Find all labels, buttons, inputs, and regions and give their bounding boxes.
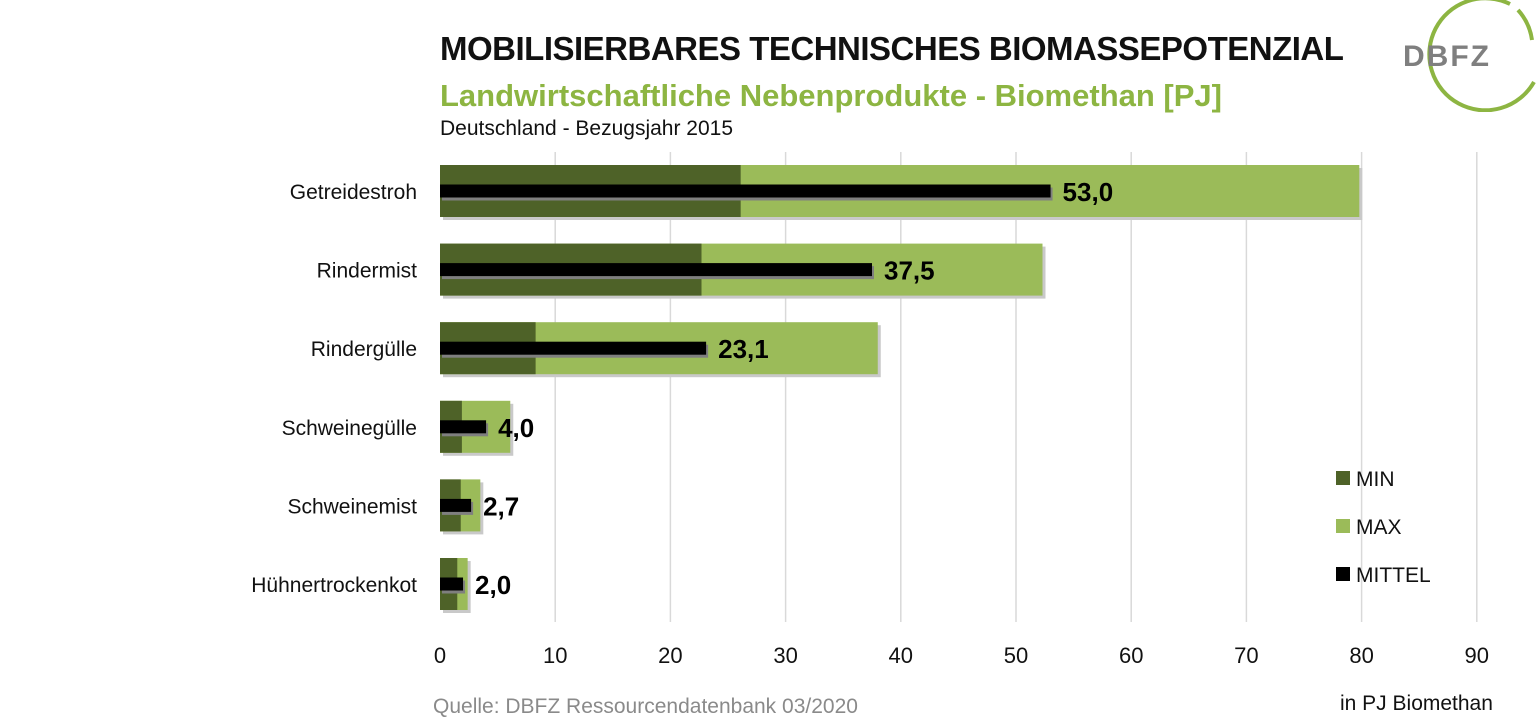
category-label: Rindergülle bbox=[311, 338, 417, 361]
legend-swatch bbox=[1336, 519, 1350, 533]
category-label: Getreidestroh bbox=[290, 181, 417, 204]
x-tick-label: 10 bbox=[543, 643, 567, 668]
category-label: Rindermist bbox=[317, 260, 418, 283]
bar-mittel bbox=[440, 184, 1051, 198]
bar-mittel bbox=[440, 498, 472, 512]
logo-text: DBFZ bbox=[1403, 40, 1491, 73]
x-tick-label: 50 bbox=[1004, 643, 1028, 668]
category-label: Hühnertrockenkot bbox=[251, 574, 417, 597]
dbfz-logo: DBFZ bbox=[1403, 0, 1536, 112]
x-tick-label: 90 bbox=[1465, 643, 1489, 668]
legend-label: MAX bbox=[1356, 516, 1402, 539]
legend-label: MIN bbox=[1356, 468, 1395, 491]
data-label: 2,7 bbox=[483, 491, 519, 521]
chart-region-label: Deutschland - Bezugsjahr 2015 bbox=[440, 117, 734, 140]
x-axis-ticks: 0 10 20 30 40 50 60 70 80 90 bbox=[434, 643, 1489, 668]
category-label: Schweinegülle bbox=[282, 417, 417, 440]
legend-label: MITTEL bbox=[1356, 564, 1431, 587]
chart-title: MOBILISIERBARES TECHNISCHES BIOMASSEPOTE… bbox=[440, 30, 1344, 67]
data-label: 37,5 bbox=[884, 256, 935, 286]
bar-mittel bbox=[440, 577, 464, 591]
legend-swatch bbox=[1336, 567, 1350, 581]
x-tick-label: 70 bbox=[1234, 643, 1258, 668]
gridlines bbox=[554, 152, 1478, 622]
x-tick-label: 0 bbox=[434, 643, 446, 668]
bars: 53,0 37,5 23,1 4,0 2,7 2,0 bbox=[440, 165, 1363, 613]
legend-swatch bbox=[1336, 471, 1350, 485]
x-tick-label: 20 bbox=[658, 643, 682, 668]
bar-mittel bbox=[440, 341, 707, 355]
legend: MIN MAX MITTEL bbox=[1336, 468, 1431, 587]
x-tick-label: 60 bbox=[1119, 643, 1143, 668]
category-label: Schweinemist bbox=[287, 495, 417, 518]
x-tick-label: 40 bbox=[889, 643, 913, 668]
source-note: Quelle: DBFZ Ressourcendatenbank 03/2020 bbox=[433, 695, 858, 718]
data-label: 53,0 bbox=[1063, 177, 1114, 207]
category-labels: Getreidestroh Rindermist Rindergülle Schwei… bbox=[251, 181, 417, 597]
data-label: 23,1 bbox=[718, 334, 769, 364]
chart-subtitle: Landwirtschaftliche Nebenprodukte - Biom… bbox=[440, 78, 1222, 113]
bar-mittel bbox=[440, 420, 487, 434]
bar-mittel bbox=[440, 263, 872, 277]
x-tick-label: 30 bbox=[773, 643, 797, 668]
x-tick-label: 80 bbox=[1349, 643, 1373, 668]
x-axis-unit-label: in PJ Biomethan bbox=[1340, 692, 1493, 715]
data-label: 4,0 bbox=[498, 413, 534, 443]
data-label: 2,0 bbox=[475, 570, 511, 600]
